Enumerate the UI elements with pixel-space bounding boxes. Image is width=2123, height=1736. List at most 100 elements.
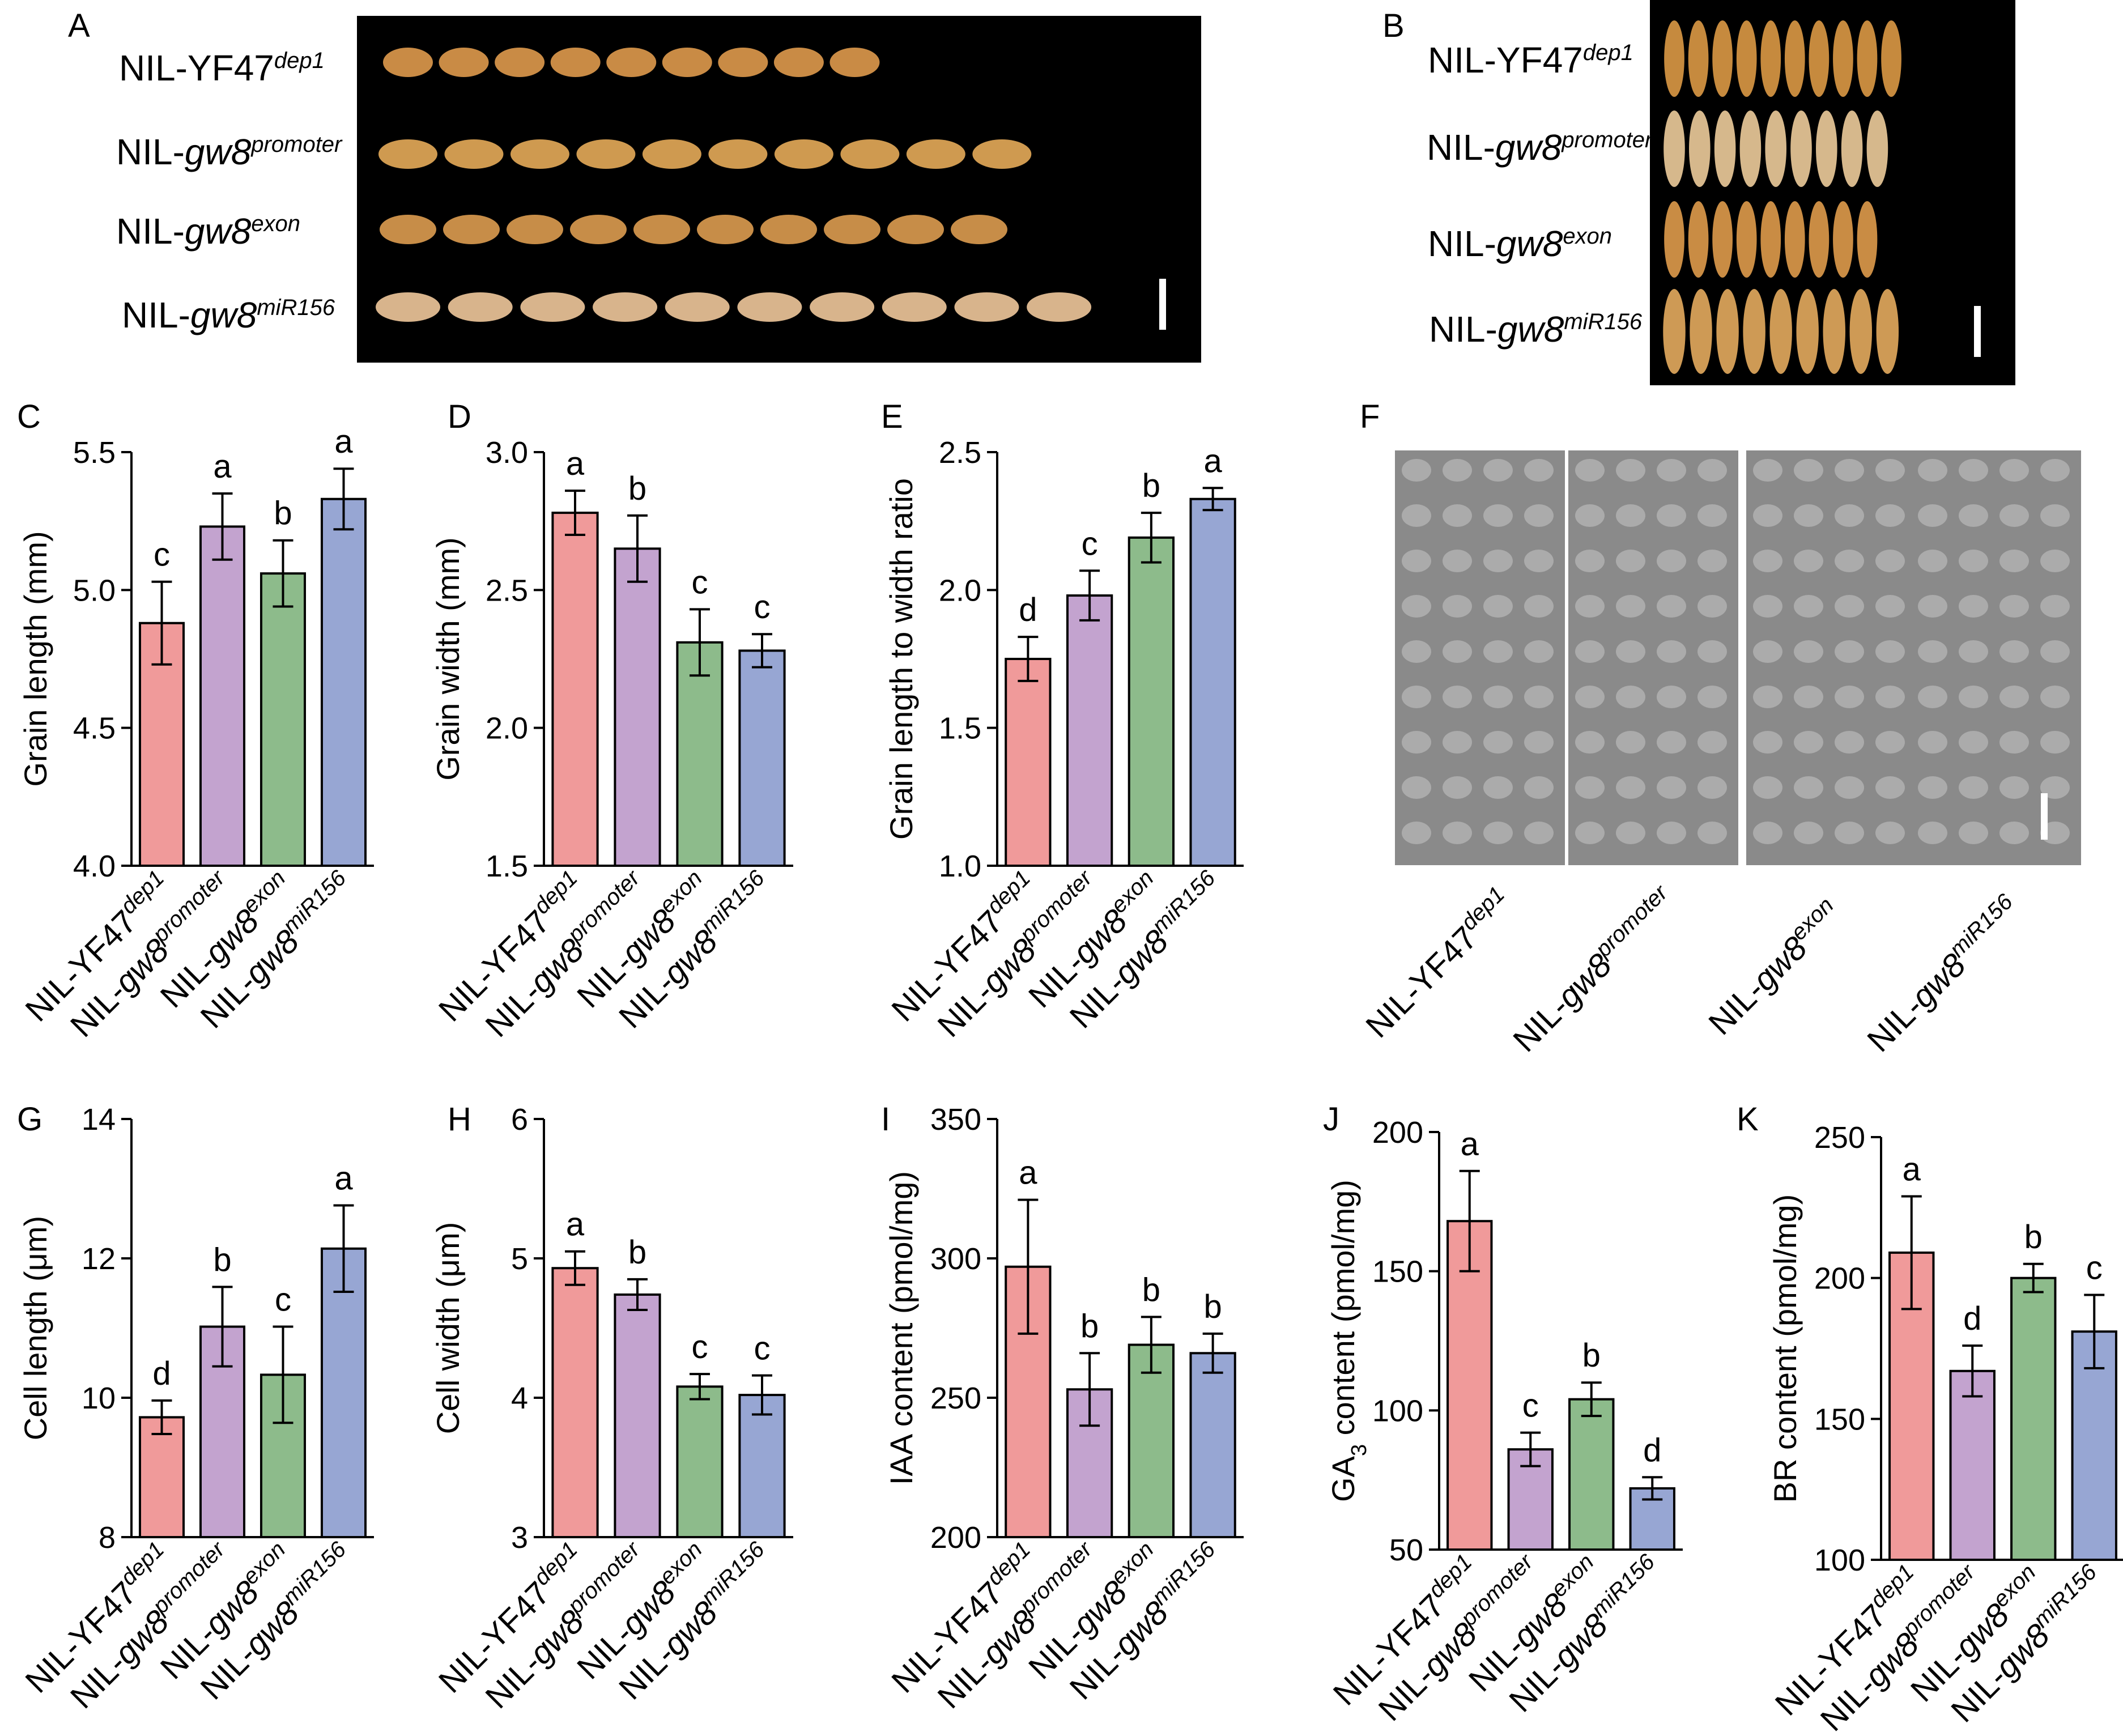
sem-cell <box>1918 595 1947 618</box>
significance-letter: a <box>1019 1155 1037 1192</box>
y-tick-label: 8 <box>99 1521 116 1555</box>
panel-letter-g: G <box>17 1101 42 1138</box>
y-tick-label: 6 <box>511 1103 528 1137</box>
sem-cell <box>1753 550 1782 572</box>
photo-panel-a <box>357 16 1201 363</box>
significance-letter: b <box>628 1234 646 1271</box>
grain-a <box>495 48 545 77</box>
sem-cell <box>1875 550 1905 572</box>
grain-b <box>1663 289 1686 374</box>
grain-rows-a <box>376 48 1092 322</box>
sem-cell <box>1483 776 1513 799</box>
bar <box>551 512 599 867</box>
sem-genotype-label: NIL-gw8promoter <box>1504 880 1684 1060</box>
bar <box>2010 1277 2057 1561</box>
y-tick-label: 10 <box>82 1381 116 1415</box>
grain-b <box>1663 110 1685 187</box>
grain-a <box>829 48 880 77</box>
grain-a <box>773 48 824 77</box>
y-tick-label: 100 <box>1372 1394 1423 1428</box>
sem-cell <box>1483 640 1513 663</box>
significance-letter: d <box>1963 1300 1981 1337</box>
significance-letter: b <box>213 1241 231 1278</box>
sem-cell <box>1402 776 1431 799</box>
grain-a <box>576 139 636 169</box>
sem-cell <box>1524 504 1554 527</box>
sem-cell <box>1616 686 1645 708</box>
sem-cell <box>1835 459 1864 482</box>
photo-a-label-promoter: NIL-gw8promoter <box>116 131 343 172</box>
bar <box>1128 1343 1175 1539</box>
y-axis-label: GA3 content (pmol/mg) <box>1325 1180 1371 1502</box>
sem-cell <box>2040 686 2070 708</box>
y-axis-label: Cell width (μm) <box>430 1222 466 1435</box>
y-tick-label: 4.0 <box>73 849 116 883</box>
grain-a <box>378 139 437 169</box>
sem-cell <box>1402 595 1431 618</box>
grain-a <box>887 215 944 244</box>
bar <box>320 497 367 867</box>
y-tick-label: 250 <box>1814 1121 1865 1155</box>
scale-bar-a <box>1159 279 1166 330</box>
bar <box>1189 497 1236 867</box>
sem-cell <box>1443 640 1472 663</box>
grain-b <box>1857 201 1878 278</box>
sem-cell <box>1443 731 1472 754</box>
bar <box>1066 594 1113 867</box>
grain-b <box>1866 110 1888 187</box>
bar <box>614 1293 661 1538</box>
grain-a <box>448 292 513 322</box>
sem-cell <box>1918 640 1947 663</box>
y-tick-label: 14 <box>82 1103 116 1137</box>
sem-cell <box>1483 686 1513 708</box>
sem-cell <box>1959 459 1988 482</box>
sem-cell <box>1402 686 1431 708</box>
significance-letter: a <box>213 448 232 485</box>
sem-cell <box>1794 822 1823 844</box>
significance-letter: a <box>334 1160 353 1197</box>
significance-letter: c <box>1082 525 1098 562</box>
significance-letter: a <box>334 423 353 460</box>
grain-b <box>1876 289 1899 374</box>
sem-cell <box>1616 595 1645 618</box>
grain-a <box>593 292 658 322</box>
sem-cell <box>1835 504 1864 527</box>
grain-b <box>1760 20 1781 97</box>
photo-a-label-mir156: NIL-gw8miR156 <box>122 295 335 335</box>
y-tick-label: 12 <box>82 1242 116 1276</box>
sem-cell <box>1575 822 1605 844</box>
grain-b <box>1765 110 1786 187</box>
y-tick-label: 250 <box>930 1381 981 1415</box>
bar <box>1128 536 1175 867</box>
sem-cell <box>1875 731 1905 754</box>
significance-letter: c <box>275 1282 291 1318</box>
sem-cell <box>1918 731 1947 754</box>
sem-genotype-label: NIL-YF47dep1 <box>1357 882 1520 1045</box>
significance-letter: a <box>1903 1151 1921 1188</box>
bar <box>1568 1398 1615 1551</box>
sem-cell <box>1697 459 1727 482</box>
significance-letter: d <box>1643 1432 1661 1469</box>
sem-cell <box>1524 459 1554 482</box>
sem-cell <box>1875 504 1905 527</box>
bar <box>738 1394 786 1539</box>
significance-letter: a <box>1461 1126 1479 1163</box>
grain-b <box>1809 201 1830 278</box>
y-axis-label: Grain length to width ratio <box>883 478 919 840</box>
sem-cell <box>1999 731 2029 754</box>
sem-cell <box>1999 686 2029 708</box>
bar <box>138 1416 185 1538</box>
sem-cell <box>1443 459 1472 482</box>
sem-cell <box>1697 731 1727 754</box>
sem-cell <box>1918 776 1947 799</box>
grain-a <box>951 215 1007 244</box>
photo-b-label-yf47: NIL-YF47dep1 <box>1428 40 1633 80</box>
sem-cell <box>1835 731 1864 754</box>
grain-rows-b <box>1663 20 1901 374</box>
grain-b <box>1689 110 1711 187</box>
sem-cell <box>1524 550 1554 572</box>
sem-cell <box>1657 550 1686 572</box>
sem-cell <box>1959 686 1988 708</box>
grain-b <box>1688 201 1709 278</box>
grain-b <box>1796 289 1819 374</box>
